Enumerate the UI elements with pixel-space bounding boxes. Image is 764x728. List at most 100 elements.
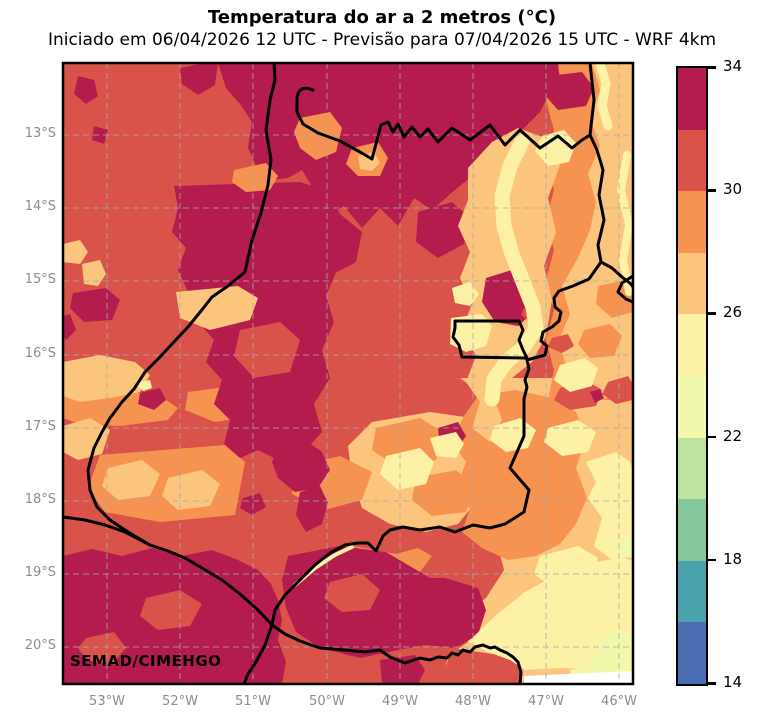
- temp-region: [358, 152, 380, 171]
- y-axis-label: 16°S: [24, 346, 56, 361]
- temp-region-cool: [430, 432, 464, 458]
- colorbar-band: [678, 437, 706, 500]
- temp-region-cool: [138, 380, 152, 391]
- colorbar-tick-label: 22: [723, 426, 743, 445]
- temperature-field: [63, 63, 633, 684]
- x-axis-label: 49°W: [382, 694, 418, 709]
- temp-region-hot: [180, 63, 218, 95]
- y-axis-label: 13°S: [24, 126, 56, 141]
- temp-region: [63, 240, 88, 264]
- temp-region-hot: [380, 655, 425, 684]
- temp-region: [548, 334, 574, 353]
- colorbar-band: [678, 560, 706, 623]
- neighbor-boundary: [588, 63, 596, 137]
- credit-label: SEMAD/CIMEHGO: [70, 652, 222, 670]
- colorbar-tick-label: 14: [723, 673, 743, 691]
- colorbar-band: [678, 499, 706, 561]
- temp-region-cool: [544, 420, 596, 456]
- temp-region-hot: [74, 76, 98, 104]
- y-axis-label: 19°S: [24, 565, 56, 580]
- colorbar-band: [678, 622, 706, 684]
- page-subtitle: Iniciado em 06/04/2026 12 UTC - Previsão…: [47, 30, 717, 50]
- map-frame: [61, 61, 635, 686]
- graticule: [63, 63, 633, 684]
- temp-region: [610, 387, 630, 403]
- x-axis-label: 52°W: [162, 694, 198, 709]
- colorbar-tick-label: 26: [723, 303, 743, 322]
- temp-region-hot: [138, 388, 166, 410]
- colorbar-tick: [708, 66, 716, 69]
- colorbar-band: [678, 314, 706, 376]
- colorbar-tick: [708, 435, 716, 439]
- temp-region-hot: [590, 389, 604, 403]
- state-boundaries: [63, 63, 633, 684]
- y-axis-label: 20°S: [24, 638, 56, 653]
- temp-region-cool: [380, 448, 434, 490]
- colorbar-tick: [708, 682, 716, 685]
- temp-region-hot: [63, 314, 76, 340]
- colorbar-tick: [708, 189, 716, 192]
- temp-region-cool: [554, 358, 598, 392]
- temp-region-valley: [484, 134, 544, 407]
- colorbar-tick: [708, 312, 716, 315]
- temp-region-cool: [468, 557, 633, 670]
- temp-region: [412, 470, 478, 516]
- temp-region: [440, 648, 522, 684]
- temp-region-hot: [92, 126, 108, 144]
- temp-region-blank: [524, 671, 633, 684]
- neighbor-boundary: [63, 515, 152, 547]
- neighbor-boundary: [270, 623, 523, 684]
- temp-region-cool: [535, 130, 576, 166]
- y-axis-label: 18°S: [24, 492, 56, 507]
- neighbor-boundary: [599, 260, 633, 304]
- temp-region-cool: [616, 151, 633, 296]
- colorbar-band: [678, 252, 706, 315]
- x-axis-label: 53°W: [89, 694, 125, 709]
- temp-region-coolest: [589, 630, 633, 684]
- temp-region: [102, 460, 160, 500]
- x-axis-label: 48°W: [455, 694, 491, 709]
- temp-region-coolest: [616, 537, 633, 558]
- temp-region: [82, 260, 106, 286]
- colorbar-tick-label: 18: [723, 549, 743, 568]
- temp-region-cool: [586, 452, 633, 560]
- temp-region: [451, 390, 587, 560]
- temp-region: [324, 574, 380, 612]
- temp-region-hot: [218, 63, 560, 228]
- colorbar-band: [678, 68, 706, 130]
- colorbar-band: [678, 129, 706, 192]
- temp-region: [232, 163, 278, 192]
- temp-region: [140, 590, 202, 630]
- y-axis-label: 15°S: [24, 272, 56, 287]
- temp-region-hot: [272, 440, 330, 492]
- y-axis-label: 17°S: [24, 419, 56, 434]
- x-axis-label: 46°W: [601, 694, 637, 709]
- temp-region: [162, 470, 220, 510]
- page-title: Temperatura do ar a 2 metros (°C): [207, 7, 557, 28]
- x-axis-label: 51°W: [235, 694, 271, 709]
- temp-region: [176, 286, 258, 330]
- y-axis-label: 14°S: [24, 199, 56, 214]
- colorbar-band: [678, 375, 706, 438]
- temp-region-cool: [452, 282, 479, 306]
- x-axis-label: 50°W: [309, 694, 345, 709]
- temp-region: [596, 280, 633, 318]
- temp-region: [294, 112, 342, 160]
- distrito-federal-boundary: [451, 319, 529, 360]
- colorbar-tick-label: 34: [723, 57, 743, 75]
- goias-boundary: [86, 63, 606, 627]
- colorbar: [676, 66, 708, 686]
- neighbor-boundary: [242, 623, 274, 684]
- colorbar-tick: [708, 558, 716, 562]
- colorbar-tick-label: 30: [723, 180, 743, 199]
- temp-region-hot: [296, 486, 328, 532]
- colorbar-band: [678, 191, 706, 253]
- temp-region-hot: [544, 72, 594, 110]
- temp-region-cool: [595, 63, 613, 131]
- temp-region-cool: [450, 314, 492, 352]
- temp-region: [234, 322, 300, 378]
- temp-region: [578, 324, 622, 358]
- temp-region: [78, 632, 126, 664]
